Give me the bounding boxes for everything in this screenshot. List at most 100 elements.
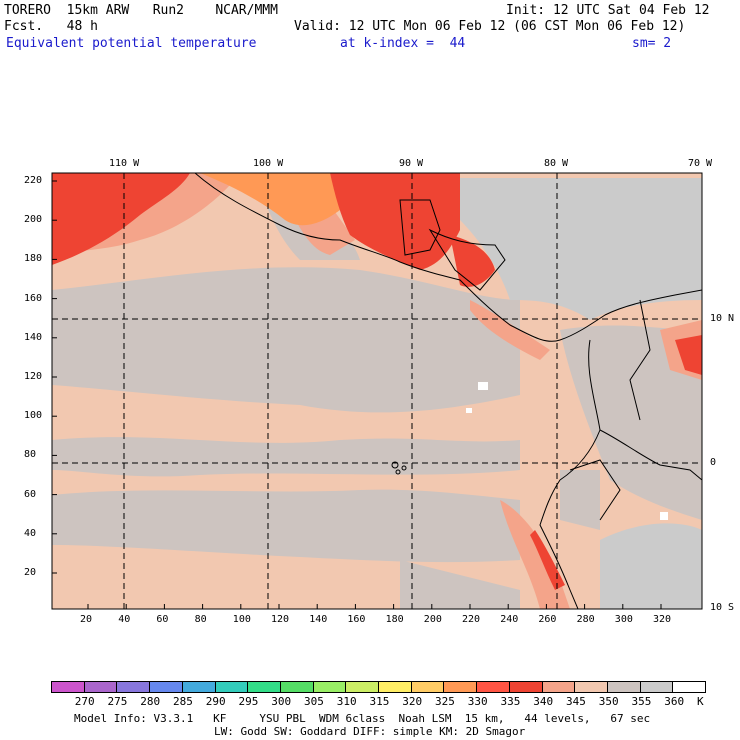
colorbar-swatch bbox=[575, 682, 608, 692]
shade-345-350-patch bbox=[560, 470, 600, 530]
colorbar-label: 300 bbox=[271, 695, 292, 708]
shade-350-355-caribbean bbox=[460, 178, 702, 320]
colorbar-label: 305 bbox=[304, 695, 324, 708]
colorbar-label: 325 bbox=[435, 695, 455, 708]
lon-label-90w: 90 W bbox=[399, 158, 424, 169]
colorbar-label: 320 bbox=[402, 695, 423, 708]
lat-label-10s: 10 S bbox=[710, 602, 735, 613]
y-tick-label: 20 bbox=[24, 567, 37, 578]
map-frame bbox=[51, 172, 703, 610]
colorbar-swatch bbox=[313, 682, 347, 692]
border-colombia-peru bbox=[599, 429, 702, 481]
shade-330-335-nw bbox=[52, 173, 190, 265]
colorbar-unit: K bbox=[697, 695, 704, 708]
init-time: Init: 12 UTC Sat 04 Feb 12 bbox=[506, 3, 710, 18]
shade-360-spot bbox=[660, 512, 668, 520]
shade-335-340-costa-rica bbox=[470, 300, 550, 360]
x-tick-label: 160 bbox=[347, 614, 366, 625]
shade-330-335-peru bbox=[530, 530, 565, 590]
shade-330-335-honduras bbox=[450, 235, 495, 287]
x-tick-label: 60 bbox=[156, 614, 169, 625]
x-tick-label: 120 bbox=[271, 614, 290, 625]
colorbar-label: 350 bbox=[598, 695, 619, 708]
y-tick-label: 120 bbox=[24, 371, 43, 382]
x-tick-label: 220 bbox=[462, 614, 481, 625]
colorbar-label: 360 bbox=[664, 695, 685, 708]
x-tick-label: 260 bbox=[538, 614, 557, 625]
coastline-south-america bbox=[539, 339, 601, 609]
x-tick-label: 300 bbox=[614, 614, 633, 625]
y-tick-label: 80 bbox=[24, 449, 37, 461]
shade-360-spot bbox=[466, 408, 472, 413]
smoothing-info: sm= 2 bbox=[632, 36, 672, 51]
x-tick-label: 280 bbox=[576, 614, 595, 625]
theta-e-field bbox=[52, 173, 702, 609]
galapagos-islands bbox=[391, 461, 407, 475]
colorbar-label: 310 bbox=[336, 695, 357, 708]
y-tick-label: 140 bbox=[24, 331, 43, 343]
border-ecuador bbox=[569, 459, 621, 521]
y-tick-label: 40 bbox=[24, 527, 37, 539]
colorbar-label: 345 bbox=[566, 695, 586, 708]
y-tick-label: 200 bbox=[24, 214, 43, 226]
x-tick-label: 100 bbox=[232, 614, 251, 625]
lon-label-70w: 70 W bbox=[688, 158, 713, 169]
model-title: TORERO 15km ARW Run2 NCAR/MMM bbox=[4, 3, 278, 18]
y-tick-label: 60 bbox=[24, 488, 37, 500]
shade-345-350-band bbox=[52, 489, 520, 563]
x-tick-label: 180 bbox=[385, 614, 404, 625]
lat-label-0: 0 bbox=[710, 457, 717, 468]
shade-330-335-venezuela bbox=[675, 335, 702, 375]
colorbar-swatch bbox=[280, 682, 314, 692]
physics-info: LW: Godd SW: Goddard DIFF: simple KM: 2D… bbox=[214, 725, 526, 738]
shade-345-350-band bbox=[52, 437, 520, 477]
colorbar-label: 355 bbox=[631, 695, 652, 708]
colorbar-swatch bbox=[673, 682, 706, 692]
y-tick-label: 220 bbox=[24, 175, 43, 186]
border-honduras bbox=[428, 228, 506, 291]
x-tick-label: 200 bbox=[423, 614, 442, 625]
lat-label-10n: 10 N bbox=[710, 313, 735, 324]
x-tick-label: 20 bbox=[80, 614, 93, 625]
forecast-hour: Fcst. 48 h bbox=[4, 19, 98, 34]
colorbar-swatch bbox=[640, 682, 674, 692]
colorbar-swatch bbox=[182, 682, 216, 692]
x-axis-ticks bbox=[87, 604, 662, 609]
shade-345-350-band bbox=[52, 267, 520, 413]
y-tick-label: 180 bbox=[24, 253, 43, 265]
colorbar-swatch bbox=[411, 682, 445, 692]
border-colombia-venezuela bbox=[629, 299, 651, 421]
colorbar-label: 270 bbox=[74, 695, 95, 708]
lon-label-100w: 100 W bbox=[253, 158, 284, 169]
colorbar-label: 295 bbox=[238, 695, 259, 708]
colorbar-swatch bbox=[444, 682, 478, 692]
valid-time: Valid: 12 UTC Mon 06 Feb 12 (06 CST Mon … bbox=[294, 19, 686, 34]
colorbar-swatch bbox=[52, 682, 85, 692]
colorbar-swatch bbox=[509, 682, 543, 692]
x-tick-label: 40 bbox=[118, 614, 131, 625]
shade-360-spot bbox=[478, 382, 488, 390]
colorbar-swatch bbox=[542, 682, 576, 692]
colorbar-label: 285 bbox=[173, 695, 193, 708]
shade-345-350-patch bbox=[400, 560, 520, 609]
colorbar-label: 315 bbox=[369, 695, 390, 708]
shade-330-335-central-america bbox=[330, 173, 460, 270]
colorbar-label: 275 bbox=[107, 695, 128, 708]
coastline-north bbox=[194, 173, 702, 342]
x-tick-label: 140 bbox=[309, 614, 328, 625]
y-tick-label: 100 bbox=[24, 410, 43, 422]
colorbar-swatch bbox=[215, 682, 249, 692]
x-tick-label: 80 bbox=[194, 614, 207, 625]
shade-325-330-mexico bbox=[200, 173, 340, 226]
y-axis-ticks bbox=[52, 180, 57, 574]
colorbar-label: 335 bbox=[500, 695, 521, 708]
colorbar-swatch bbox=[150, 682, 183, 692]
lon-label-80w: 80 W bbox=[544, 158, 569, 169]
shade-345-350-land bbox=[560, 325, 702, 520]
x-tick-label: 240 bbox=[500, 614, 519, 625]
colorbar-label: 330 bbox=[467, 695, 488, 708]
field-name: Equivalent potential temperature bbox=[6, 36, 257, 51]
shade-350-355-andes bbox=[600, 523, 702, 609]
border-guatemala bbox=[399, 199, 441, 256]
